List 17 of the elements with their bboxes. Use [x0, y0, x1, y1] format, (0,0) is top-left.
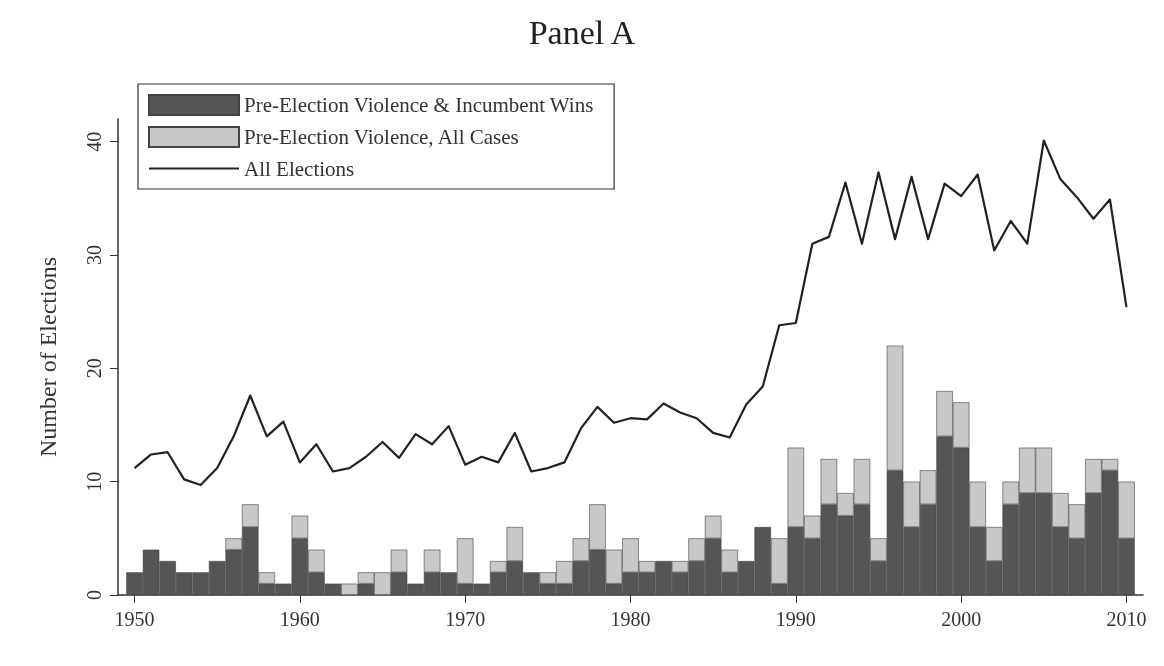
- x-tick-label: 1990: [775, 608, 816, 630]
- legend-label: Pre-Election Violence, All Cases: [244, 125, 519, 149]
- x-tick-label: 1950: [114, 608, 155, 630]
- y-tick-label: 40: [83, 131, 105, 152]
- x-tick-label: 1960: [279, 608, 320, 630]
- y-tick-label: 30: [83, 245, 105, 265]
- x-tick-label: 1970: [445, 608, 486, 630]
- legend-label: Pre-Election Violence & Incumbent Wins: [244, 93, 594, 117]
- chart-title: Panel A: [528, 13, 636, 51]
- legend-label: All Elections: [244, 156, 355, 181]
- x-tick-label: 1980: [610, 608, 651, 630]
- y-tick-label: 20: [83, 358, 105, 379]
- y-tick-label: 0: [83, 590, 105, 600]
- y-axis-title: Number of Elections: [35, 257, 61, 457]
- y-tick-label: 10: [83, 471, 105, 492]
- x-tick-label: 2010: [1106, 608, 1147, 630]
- x-tick-label: 2000: [941, 608, 982, 630]
